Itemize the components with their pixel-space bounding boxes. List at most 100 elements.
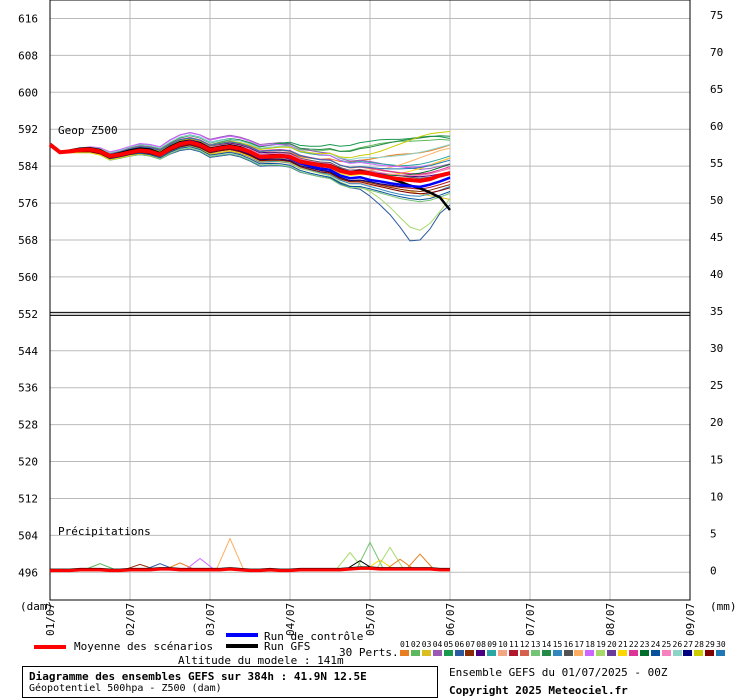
- pert-number: 12: [519, 640, 530, 649]
- pert-swatch: [443, 650, 453, 656]
- y2-tick-label: 0: [710, 564, 717, 577]
- pert-swatch: [650, 650, 660, 656]
- precip-spike: [126, 563, 154, 570]
- y2-tick-label: 25: [710, 379, 723, 392]
- y-tick-label: 608: [18, 49, 38, 62]
- pert-number: 16: [563, 640, 574, 649]
- caption-box: Diagramme des ensembles GEFS sur 384h : …: [22, 666, 438, 698]
- y2-tick-label: 35: [710, 305, 723, 318]
- caption-line-1: Diagramme des ensembles GEFS sur 384h : …: [29, 670, 367, 683]
- precip-title: Précipitations: [58, 525, 151, 538]
- legend-control-swatch: [226, 633, 258, 637]
- pert-swatch: [498, 650, 508, 656]
- x-axis-unit-label: (dam): [20, 600, 53, 613]
- pert-number: 20: [607, 640, 617, 649]
- pert-number: 15: [552, 640, 563, 649]
- pert-number: 21: [618, 640, 628, 649]
- precip-spike: [356, 541, 384, 570]
- series-group: [48, 131, 451, 242]
- y-tick-label: 504: [18, 529, 38, 542]
- y-tick-label: 536: [18, 382, 38, 395]
- copyright-label: Copyright 2025 Meteociel.fr: [449, 684, 628, 697]
- pert-number: 17: [574, 640, 585, 649]
- y2-tick-label: 10: [710, 490, 723, 503]
- y-tick-label: 512: [18, 492, 38, 505]
- altitude-label: Altitude du modele : 141m: [178, 654, 344, 667]
- pert-number: 11: [509, 640, 519, 649]
- y-tick-label: 552: [18, 308, 38, 321]
- precip-spike: [406, 553, 434, 570]
- x-tick-label: 08/07: [604, 603, 617, 636]
- pert-number: 03: [421, 640, 432, 649]
- y2-tick-label: 15: [710, 453, 723, 466]
- pert-number: 22: [628, 640, 639, 649]
- y2-axis-unit-label: (mm): [710, 600, 737, 613]
- ensemble-run-label: Ensemble GEFS du 01/07/2025 - 00Z: [449, 666, 668, 679]
- pert-swatch: [683, 650, 693, 656]
- pert-swatch: [432, 650, 442, 656]
- pert-swatch: [618, 650, 627, 656]
- x-tick-label: 07/07: [524, 603, 537, 636]
- precip-spike: [86, 563, 114, 570]
- precip-spike: [366, 559, 394, 570]
- x-tick-label: 04/07: [284, 603, 297, 636]
- pert-swatch: [661, 650, 671, 656]
- pert-swatch: [519, 650, 529, 656]
- y2-tick-label: 5: [710, 527, 717, 540]
- pert-number: 19: [596, 640, 606, 649]
- y2-tick-label: 75: [710, 9, 723, 22]
- y2-tick-label: 45: [710, 231, 723, 244]
- pert-swatch: [694, 650, 704, 656]
- pert-swatch: [530, 650, 540, 656]
- pert-swatch: [454, 650, 464, 656]
- y2-tick-label: 60: [710, 120, 723, 133]
- pert-number: 29: [705, 640, 715, 649]
- legend-control-label: Run de contrôle: [264, 630, 364, 643]
- series-line: [49, 144, 451, 195]
- pert-swatch: [487, 650, 497, 656]
- y-tick-label: 528: [18, 419, 38, 432]
- pert-number: 04: [432, 640, 443, 649]
- pert-number: 13: [530, 640, 541, 649]
- pert-swatch: [410, 650, 420, 656]
- pert-number: 08: [476, 640, 486, 649]
- pert-number: 05: [443, 640, 454, 649]
- pert-number: 28: [694, 640, 704, 649]
- pert-number: 10: [498, 640, 508, 649]
- series-line: [48, 140, 451, 183]
- pert-number: 24: [650, 640, 661, 649]
- pert-number: 27: [683, 640, 694, 649]
- pert-swatch: [672, 650, 682, 656]
- y2-tick-label: 50: [710, 194, 723, 207]
- pert-swatch: [574, 650, 584, 656]
- y2-tick-label: 70: [710, 46, 723, 59]
- y2-tick-label: 30: [710, 342, 723, 355]
- pert-number: 25: [661, 640, 672, 649]
- pert-swatch: [400, 650, 409, 656]
- x-tick-label: 03/07: [204, 603, 217, 636]
- legend-gfs-swatch: [226, 644, 258, 648]
- pert-swatch: [563, 650, 573, 656]
- series-line: [49, 137, 451, 170]
- precip-mean-line: [50, 566, 450, 573]
- y-axis-left-tick-labels: 616 608 600 592 584 576 568 560 552 544 536 528 520 5…: [18, 12, 38, 579]
- pert-number: 06: [454, 640, 465, 649]
- y2-tick-label: 40: [710, 268, 723, 281]
- y-tick-label: 568: [18, 234, 38, 247]
- y-tick-label: 576: [18, 197, 38, 210]
- pert-number: 30: [716, 640, 726, 649]
- pert-swatch: [716, 650, 726, 656]
- plot-frame: [49, 0, 691, 601]
- series-line: [49, 134, 451, 161]
- pert-number: 26: [672, 640, 683, 649]
- x-tick-label: 06/07: [444, 603, 457, 636]
- chart-grid: [49, 0, 691, 600]
- pert-swatch: [465, 650, 475, 656]
- precip-spike: [186, 557, 214, 570]
- legend-perts-label: 30 Perts.: [339, 646, 399, 659]
- caption-line-2: Géopotentiel 500hpa - Z500 (dam): [29, 683, 222, 694]
- pert-number: 09: [487, 640, 497, 649]
- pert-swatch: [705, 650, 715, 656]
